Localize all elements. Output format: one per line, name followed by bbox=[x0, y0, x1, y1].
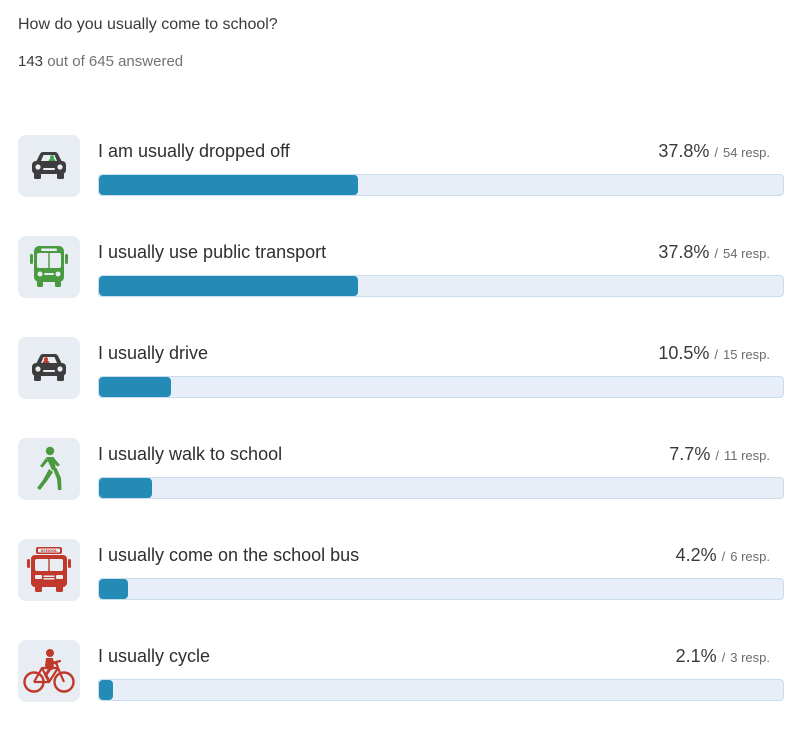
bar-stat: 37.8% / 54 resp. bbox=[658, 139, 770, 165]
stat-separator: / bbox=[714, 246, 718, 261]
result-row-cycle: I usually cycle 2.1% / 3 resp. bbox=[18, 638, 784, 739]
stat-separator: / bbox=[714, 347, 718, 362]
result-row-dropped-off: I am usually dropped off 37.8% / 54 resp… bbox=[18, 133, 784, 234]
bar-track bbox=[98, 477, 784, 499]
bar-label: I usually come on the school bus bbox=[98, 545, 360, 565]
bar-label: I usually cycle bbox=[98, 646, 211, 666]
bar-response-count: 3 resp. bbox=[730, 650, 770, 665]
bar bbox=[99, 175, 358, 195]
bar bbox=[99, 680, 114, 700]
bar-track bbox=[98, 376, 784, 398]
car-driver-icon bbox=[18, 337, 80, 399]
bar-track bbox=[98, 679, 784, 701]
bar-response-count: 54 resp. bbox=[723, 145, 770, 160]
walking-person-icon bbox=[18, 438, 80, 500]
bus-icon bbox=[18, 236, 80, 298]
stat-separator: / bbox=[721, 549, 726, 564]
answered-summary: 143 out of 645 answered bbox=[18, 52, 768, 72]
bar-label: I usually drive bbox=[98, 343, 209, 363]
bicycle-icon bbox=[18, 640, 80, 702]
result-row-public-transport: I usually use public transport 37.8% / 5… bbox=[18, 234, 784, 335]
bar-percent-label: 37.8% bbox=[658, 141, 710, 161]
bar-response-count: 15 resp. bbox=[723, 347, 770, 362]
bar-track bbox=[98, 174, 784, 196]
bar-label: I usually use public transport bbox=[98, 242, 327, 262]
bar-percent-label: 2.1% bbox=[675, 646, 717, 666]
bar bbox=[99, 377, 171, 397]
bar-track bbox=[98, 275, 784, 297]
bar bbox=[99, 579, 128, 599]
bar-stat: 7.7% / 11 resp. bbox=[669, 442, 770, 468]
bar-stat: 10.5% / 15 resp. bbox=[658, 341, 770, 367]
stat-separator: / bbox=[714, 145, 718, 160]
bar-stat: 4.2% / 6 resp. bbox=[676, 543, 770, 569]
result-row-school-bus: SCHOOL I usually come on the school bus … bbox=[18, 537, 784, 638]
answered-count: 143 bbox=[18, 53, 44, 70]
results-list: I am usually dropped off 37.8% / 54 resp… bbox=[18, 133, 784, 739]
question-title: How do you usually come to school? bbox=[18, 16, 278, 33]
bar-percent-label: 4.2% bbox=[675, 545, 717, 565]
school-sign-text: SCHOOL bbox=[41, 549, 58, 553]
bar-response-count: 11 resp. bbox=[723, 448, 770, 463]
bar bbox=[99, 276, 358, 296]
bar-track bbox=[98, 578, 784, 600]
result-row-walk: I usually walk to school 7.7% / 11 resp. bbox=[18, 436, 784, 537]
bar-label: I am usually dropped off bbox=[98, 141, 290, 161]
poll-header: How do you usually come to school? 143 o… bbox=[18, 14, 768, 72]
result-row-drive: I usually drive 10.5% / 15 resp. bbox=[18, 335, 784, 436]
bar-stat: 2.1% / 3 resp. bbox=[676, 644, 770, 670]
stat-separator: / bbox=[715, 448, 719, 463]
bar-stat: 37.8% / 54 resp. bbox=[658, 240, 770, 266]
bar-percent-label: 7.7% bbox=[669, 444, 711, 464]
bar bbox=[99, 478, 152, 498]
bar-label: I usually walk to school bbox=[98, 444, 283, 464]
bar-response-count: 6 resp. bbox=[730, 549, 770, 564]
school-bus-icon: SCHOOL bbox=[18, 539, 80, 601]
bar-response-count: 54 resp. bbox=[723, 246, 770, 261]
bar-percent-label: 10.5% bbox=[658, 343, 710, 363]
car-passenger-icon bbox=[18, 135, 80, 197]
bar-percent-label: 37.8% bbox=[658, 242, 710, 262]
answered-text: out of 645 answered bbox=[47, 53, 184, 70]
stat-separator: / bbox=[721, 650, 726, 665]
